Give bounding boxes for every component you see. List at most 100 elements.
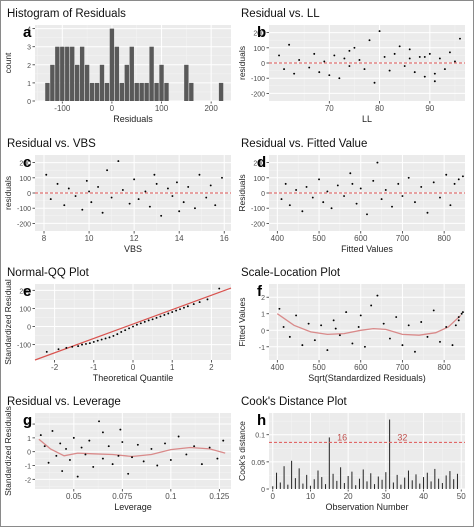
panel-d: 400 500 600 700 800 -200 -100 0 100 200 Residual v… bbox=[237, 138, 465, 254]
data-point bbox=[388, 337, 391, 340]
data-point bbox=[142, 460, 145, 463]
histogram-bar bbox=[99, 64, 105, 101]
data-point bbox=[278, 307, 281, 310]
x-tick-label: 500 bbox=[312, 234, 326, 243]
x-tick-label: 600 bbox=[354, 363, 368, 372]
x-tick-label: 2 bbox=[209, 363, 214, 372]
panel-letter: e bbox=[23, 283, 31, 300]
data-point bbox=[382, 322, 385, 325]
data-point bbox=[397, 182, 400, 185]
data-point bbox=[110, 196, 113, 199]
x-tick-label: 400 bbox=[271, 234, 285, 243]
y-axis-label: residuals bbox=[3, 176, 13, 210]
histogram-bar bbox=[144, 82, 149, 101]
data-point bbox=[148, 205, 151, 208]
panel-title: Cook's Distance Plot bbox=[241, 396, 348, 408]
data-point bbox=[205, 196, 208, 199]
data-point bbox=[428, 52, 431, 55]
data-point bbox=[61, 470, 64, 472]
panel-letter: h bbox=[257, 412, 266, 429]
x-tick-label: 50 bbox=[457, 492, 466, 501]
data-point bbox=[39, 434, 42, 437]
data-point bbox=[90, 201, 93, 204]
data-point bbox=[185, 453, 188, 456]
panel-letter: d bbox=[257, 154, 266, 171]
data-point bbox=[74, 195, 77, 197]
data-point bbox=[320, 324, 323, 327]
data-point bbox=[338, 77, 341, 80]
data-point bbox=[376, 161, 379, 164]
histogram-bar bbox=[45, 82, 50, 101]
y-tick-label: 0 bbox=[27, 191, 31, 198]
y-tick-label: 1 bbox=[27, 436, 31, 443]
x-tick-label: 100 bbox=[155, 104, 169, 113]
data-point bbox=[127, 472, 130, 475]
data-point bbox=[56, 182, 59, 185]
y-axis-label: Fitted Values bbox=[237, 298, 247, 347]
y-tick-label: -100 bbox=[17, 206, 31, 213]
data-point bbox=[153, 173, 156, 176]
panel-letter: c bbox=[23, 154, 31, 171]
histogram-bar bbox=[149, 46, 154, 101]
outlier-label: 32 bbox=[397, 432, 407, 442]
histogram-bar bbox=[65, 46, 70, 101]
data-point bbox=[65, 447, 67, 450]
data-point bbox=[454, 324, 457, 327]
y-tick-label: 0 bbox=[261, 328, 265, 335]
data-point bbox=[88, 190, 91, 193]
y-tick-label: -100 bbox=[17, 343, 31, 350]
data-point bbox=[147, 319, 150, 322]
y-axis-label: Residuals bbox=[237, 174, 247, 211]
histogram-bar bbox=[164, 82, 169, 101]
x-tick-label: -2 bbox=[51, 363, 59, 372]
data-point bbox=[63, 204, 66, 207]
data-point bbox=[76, 475, 79, 478]
histogram-bar bbox=[129, 46, 134, 101]
data-point bbox=[407, 176, 410, 179]
data-point bbox=[101, 211, 104, 214]
data-point bbox=[445, 326, 448, 328]
histogram-bar bbox=[218, 82, 224, 101]
data-point bbox=[426, 335, 429, 338]
data-point bbox=[45, 173, 48, 176]
data-point bbox=[67, 187, 70, 190]
data-point bbox=[77, 345, 80, 348]
data-point bbox=[359, 314, 362, 317]
panel-letter: a bbox=[23, 24, 32, 41]
histogram-bar bbox=[139, 82, 144, 101]
data-point bbox=[112, 334, 115, 337]
x-axis-label: Residuals bbox=[113, 114, 153, 124]
data-point bbox=[43, 445, 46, 448]
data-point bbox=[372, 179, 375, 182]
data-point bbox=[193, 445, 196, 448]
data-point bbox=[288, 335, 291, 338]
data-point bbox=[117, 454, 120, 457]
data-point bbox=[155, 316, 158, 319]
y-tick-label: 100 bbox=[19, 176, 31, 183]
data-point bbox=[420, 321, 423, 323]
panel-f: 400 500 600 700 800 -1 0 1 2 Scale-Location Plot S… bbox=[237, 267, 465, 383]
data-point bbox=[49, 198, 52, 201]
data-point bbox=[200, 463, 203, 466]
histogram-bar bbox=[114, 46, 120, 101]
x-tick-label: 600 bbox=[354, 234, 368, 243]
x-tick-label: 700 bbox=[396, 363, 410, 372]
data-point bbox=[423, 75, 426, 78]
x-tick-label: 0 bbox=[131, 363, 136, 372]
x-tick-label: 80 bbox=[375, 104, 384, 113]
data-point bbox=[57, 348, 60, 351]
data-point bbox=[167, 312, 170, 315]
y-tick-label: -1 bbox=[259, 345, 265, 352]
data-point bbox=[206, 298, 209, 301]
data-point bbox=[393, 52, 396, 55]
data-point bbox=[222, 439, 225, 442]
panel-letter: f bbox=[257, 283, 263, 300]
y-axis-label: residuals bbox=[237, 46, 247, 80]
x-axis-label: LL bbox=[362, 114, 372, 124]
y-tick-label: 0.1 bbox=[255, 433, 265, 440]
data-point bbox=[175, 181, 178, 184]
data-point bbox=[288, 43, 291, 46]
data-point bbox=[100, 338, 103, 341]
data-point bbox=[117, 160, 120, 163]
